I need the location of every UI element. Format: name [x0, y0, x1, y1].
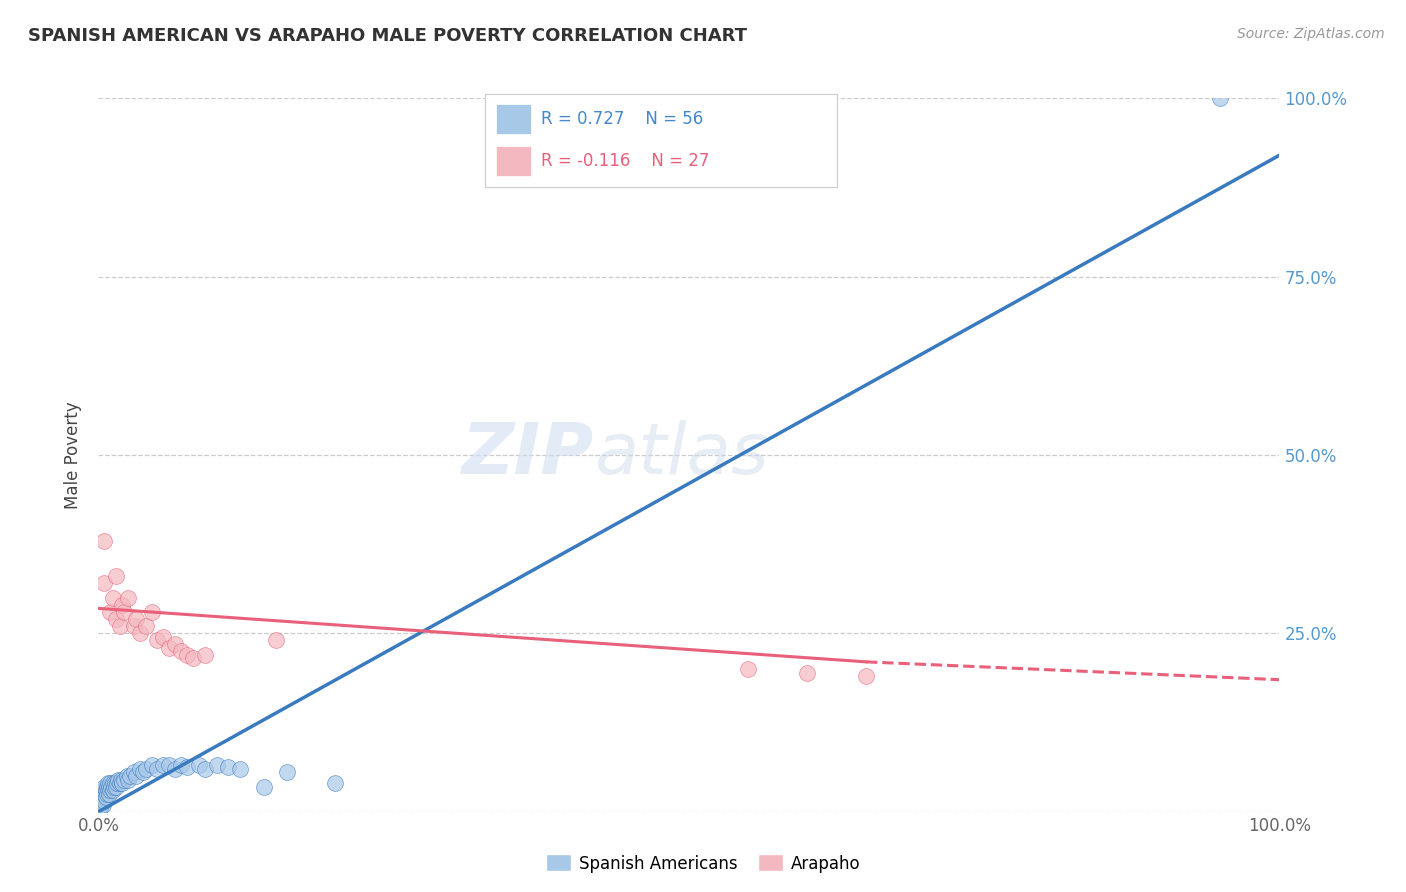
Point	[98, 776, 121, 790]
Point	[157, 640, 180, 655]
Point	[112, 772, 135, 787]
Point	[105, 569, 128, 583]
Point	[855, 669, 877, 683]
Point	[98, 787, 121, 801]
Text: atlas: atlas	[595, 420, 769, 490]
Point	[122, 765, 145, 780]
Point	[128, 626, 150, 640]
Point	[796, 665, 818, 680]
Point	[135, 762, 157, 776]
Point	[98, 780, 121, 794]
Point	[93, 787, 115, 801]
Point	[91, 787, 114, 801]
Point	[91, 794, 114, 808]
Point	[187, 758, 209, 772]
Bar	[495, 146, 531, 176]
Point	[737, 662, 759, 676]
Point	[217, 760, 239, 774]
Point	[94, 783, 117, 797]
Point	[170, 758, 193, 772]
Point	[98, 783, 121, 797]
Point	[105, 612, 128, 626]
Text: ZIP: ZIP	[463, 420, 595, 490]
Point	[98, 605, 121, 619]
Point	[91, 783, 114, 797]
Point	[205, 758, 228, 772]
Point	[128, 762, 150, 776]
Point	[108, 619, 131, 633]
Point	[107, 772, 129, 787]
Point	[132, 765, 155, 780]
Bar	[495, 104, 531, 134]
Point	[89, 801, 111, 815]
Point	[91, 790, 114, 805]
Point	[100, 780, 122, 794]
Point	[181, 651, 204, 665]
Point	[157, 758, 180, 772]
Point	[176, 648, 198, 662]
Point	[146, 633, 169, 648]
Point	[122, 619, 145, 633]
Point	[105, 776, 128, 790]
Point	[165, 762, 187, 776]
Point	[253, 780, 276, 794]
Point	[104, 776, 127, 790]
Legend: Spanish Americans, Arapaho: Spanish Americans, Arapaho	[538, 847, 868, 880]
Text: Source: ZipAtlas.com: Source: ZipAtlas.com	[1237, 27, 1385, 41]
Point	[141, 758, 163, 772]
Point	[96, 787, 118, 801]
Point	[93, 533, 115, 548]
Text: SPANISH AMERICAN VS ARAPAHO MALE POVERTY CORRELATION CHART: SPANISH AMERICAN VS ARAPAHO MALE POVERTY…	[28, 27, 747, 45]
Point	[165, 637, 187, 651]
Text: R = 0.727    N = 56: R = 0.727 N = 56	[541, 110, 703, 128]
Point	[103, 780, 125, 794]
Point	[176, 760, 198, 774]
Point	[97, 783, 120, 797]
Point	[93, 780, 115, 794]
Point	[125, 612, 148, 626]
Point	[323, 776, 346, 790]
Point	[152, 630, 174, 644]
Point	[194, 648, 217, 662]
Point	[96, 780, 118, 794]
Point	[108, 776, 131, 790]
Point	[93, 576, 115, 591]
Point	[112, 605, 135, 619]
Point	[276, 765, 298, 780]
Y-axis label: Male Poverty: Male Poverty	[65, 401, 83, 508]
Point	[105, 780, 128, 794]
Point	[135, 619, 157, 633]
Point	[117, 591, 139, 605]
Point	[91, 797, 114, 812]
Point	[110, 772, 132, 787]
Point	[229, 762, 252, 776]
Point	[152, 758, 174, 772]
Point	[101, 591, 124, 605]
Point	[146, 762, 169, 776]
Point	[170, 644, 193, 658]
Point	[101, 783, 124, 797]
Point	[125, 769, 148, 783]
Point	[94, 790, 117, 805]
Point	[194, 762, 217, 776]
Point	[111, 776, 134, 790]
Point	[93, 794, 115, 808]
Point	[90, 797, 112, 812]
Point	[1209, 91, 1232, 105]
Point	[115, 769, 138, 783]
Point	[101, 776, 124, 790]
Point	[111, 598, 134, 612]
Point	[97, 776, 120, 790]
Point	[117, 772, 139, 787]
Point	[264, 633, 287, 648]
Text: R = -0.116    N = 27: R = -0.116 N = 27	[541, 153, 710, 170]
Point	[120, 769, 142, 783]
Point	[141, 605, 163, 619]
